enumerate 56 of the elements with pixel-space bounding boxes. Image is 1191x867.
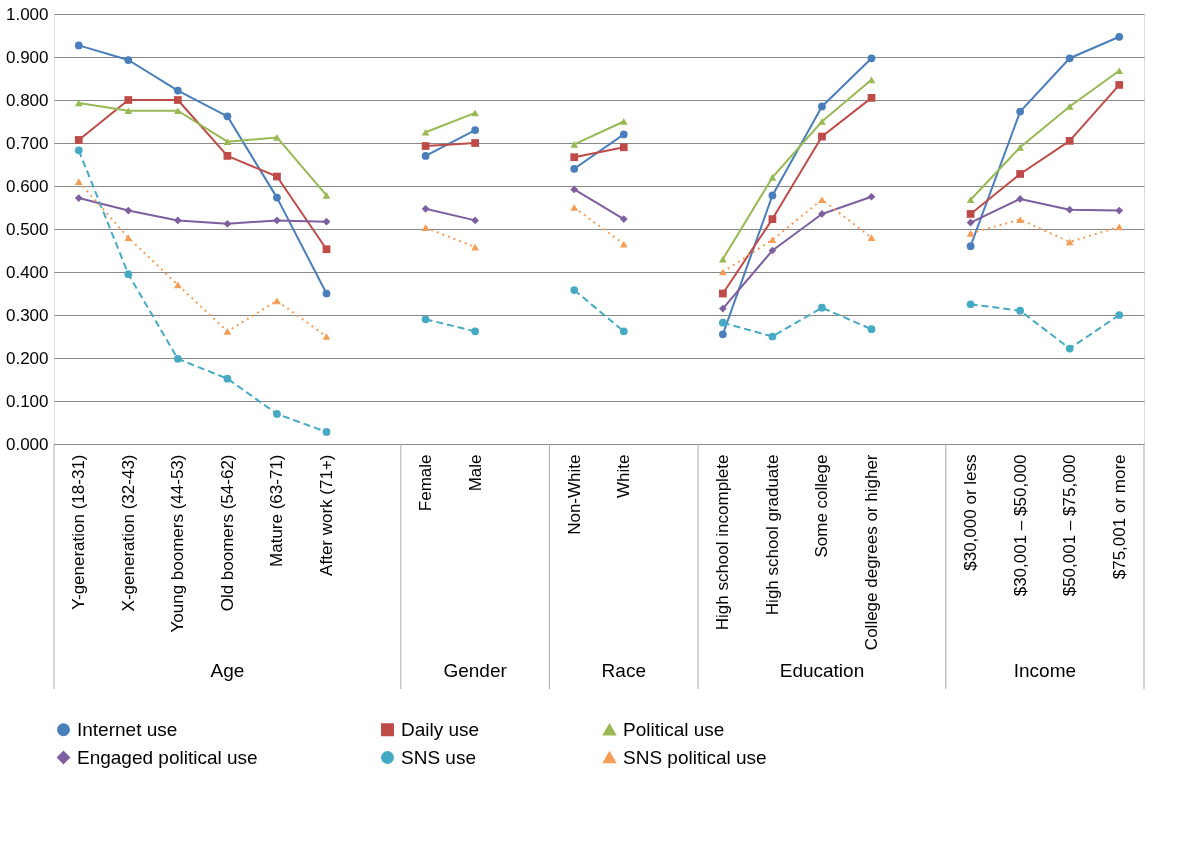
x-tick-label: Non-White bbox=[564, 454, 584, 535]
x-tick-label: White bbox=[614, 454, 634, 498]
x-tick-label: High school incomplete bbox=[713, 454, 733, 631]
y-tick-label: 0.400 bbox=[5, 262, 49, 282]
y-tick-label: 1.000 bbox=[5, 4, 49, 24]
legend-label: SNS political use bbox=[623, 746, 767, 768]
point bbox=[322, 333, 331, 340]
y-tick-label: 0.300 bbox=[5, 305, 49, 325]
x-tick-label: $50,001 – $75,000 bbox=[1060, 454, 1080, 597]
point bbox=[1016, 143, 1025, 151]
x-tick-label: X-generation (32-43) bbox=[118, 454, 138, 612]
point bbox=[1016, 107, 1025, 116]
point bbox=[1065, 136, 1074, 145]
point bbox=[1115, 81, 1124, 89]
point bbox=[322, 428, 331, 436]
x-tick-label: College degrees or higher bbox=[862, 454, 881, 651]
point bbox=[1065, 54, 1074, 63]
text: Gender bbox=[443, 660, 508, 681]
y-tick-label: 0.700 bbox=[5, 133, 49, 153]
point bbox=[223, 327, 232, 335]
x-tick-label: $75,001 or more bbox=[1109, 454, 1129, 580]
x-tick-label: Young boomers (44-53) bbox=[168, 454, 188, 633]
point bbox=[966, 242, 975, 251]
point bbox=[273, 297, 281, 305]
x-tick-label: High school graduate bbox=[762, 454, 782, 616]
legend-label: Engaged political use bbox=[77, 746, 258, 768]
text: Age bbox=[210, 660, 245, 681]
y-tick-label: 0.900 bbox=[5, 47, 49, 67]
x-tick-label: Female bbox=[416, 454, 436, 512]
y-tick-label: 0.600 bbox=[5, 176, 49, 196]
point bbox=[1115, 32, 1124, 41]
point bbox=[1115, 67, 1124, 75]
text: Education bbox=[779, 660, 865, 681]
x-tick-label: $30,001 – $50,000 bbox=[1010, 454, 1030, 597]
x-tick-label: Mature (63-71) bbox=[267, 454, 287, 567]
point bbox=[173, 354, 182, 363]
y-tick-label: 0.500 bbox=[5, 219, 49, 239]
x-tick-label: After work (71+) bbox=[317, 454, 336, 576]
x-tick-label: Y-generation (18-31) bbox=[69, 454, 89, 610]
x-tick-label: $30,000 or less bbox=[961, 454, 981, 571]
y-tick-label: 0.100 bbox=[5, 391, 49, 411]
text: Income bbox=[1013, 660, 1077, 681]
y-tick-label: 0.800 bbox=[5, 90, 49, 110]
x-tick-label: Old boomers (54-62) bbox=[217, 454, 237, 612]
y-tick-label: 0.000 bbox=[5, 434, 49, 454]
legend-label: Political use bbox=[623, 718, 725, 740]
point bbox=[273, 410, 281, 418]
y-tick-label: 0.200 bbox=[5, 348, 49, 368]
legend-label: Internet use bbox=[77, 718, 178, 740]
point bbox=[1016, 170, 1025, 178]
legend-label: Daily use bbox=[401, 718, 480, 740]
text: Race bbox=[601, 660, 646, 681]
legend-label: SNS use bbox=[401, 746, 476, 768]
x-tick-label: Male bbox=[465, 454, 485, 492]
point bbox=[223, 374, 232, 383]
x-tick-label: Some college bbox=[812, 454, 832, 558]
